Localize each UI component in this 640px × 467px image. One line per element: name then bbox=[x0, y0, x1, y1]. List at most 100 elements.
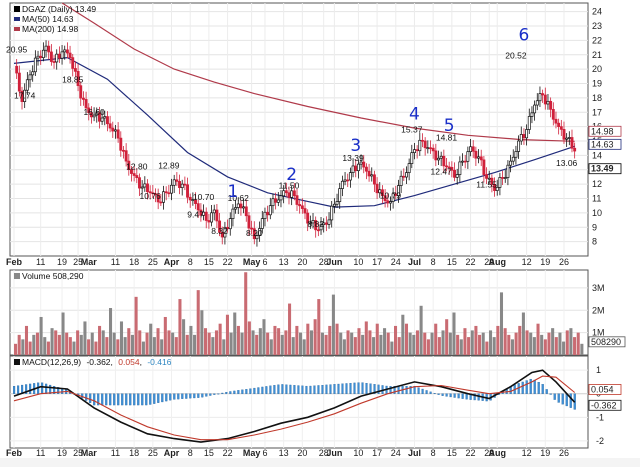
candle-body bbox=[57, 53, 61, 59]
volume-bar bbox=[167, 330, 171, 355]
macd-hist-bar bbox=[565, 393, 568, 407]
macd-hist-bar bbox=[269, 385, 272, 394]
volume-bar bbox=[302, 339, 306, 355]
volume-bar bbox=[430, 332, 434, 355]
macd-hist-bar bbox=[297, 385, 300, 394]
candle-body bbox=[415, 149, 419, 152]
candle-body bbox=[541, 93, 545, 96]
volume-bar bbox=[423, 332, 427, 355]
macd-y-tick: 1 bbox=[596, 365, 601, 375]
candle-body bbox=[290, 190, 294, 198]
volume-bar bbox=[309, 330, 314, 355]
macd-x-tick-label: 29 bbox=[484, 448, 494, 458]
candle-body bbox=[228, 218, 232, 230]
candle-body bbox=[380, 189, 384, 196]
volume-bar bbox=[320, 332, 324, 355]
macd-hist-bar bbox=[349, 383, 352, 394]
price-annotation: 14.81 bbox=[436, 133, 458, 143]
macd-x-tick-label: Jun bbox=[326, 448, 342, 458]
volume-bar bbox=[116, 339, 120, 355]
candle-body bbox=[194, 199, 197, 204]
macd-hist-bar bbox=[441, 393, 444, 396]
macd-hist-bar bbox=[541, 384, 544, 394]
macd-hist-bar bbox=[317, 385, 320, 394]
macd-hist-bar bbox=[545, 389, 548, 394]
macd-hist-bar bbox=[341, 383, 344, 394]
volume-bar bbox=[258, 328, 262, 355]
candle-body bbox=[39, 55, 43, 59]
macd-hist-bar bbox=[153, 393, 156, 404]
volume-bar bbox=[130, 334, 134, 355]
candle-body bbox=[327, 219, 331, 225]
price-annotation: 20.52 bbox=[505, 51, 527, 61]
macd-legend: MACD(12,26,9) -0.362, 0.054, -0.416 bbox=[14, 357, 172, 367]
price-badge-text: 14.63 bbox=[591, 139, 614, 149]
macd-legend-name: MACD(12,26,9) bbox=[22, 357, 81, 367]
candle-body bbox=[255, 235, 259, 240]
candle-body bbox=[399, 175, 403, 186]
macd-hist-bar bbox=[525, 380, 528, 394]
x-tick-label: 20 bbox=[297, 257, 307, 267]
price-y-tick: 12 bbox=[592, 179, 602, 189]
price-annotation: 10.62 bbox=[228, 193, 250, 203]
candle-body bbox=[143, 183, 147, 188]
volume-bar bbox=[507, 334, 511, 355]
volume-bar bbox=[101, 330, 105, 355]
macd-hist-bar bbox=[461, 393, 464, 399]
candle-body bbox=[503, 177, 507, 179]
volume-bar bbox=[229, 332, 233, 355]
price-y-tick: 21 bbox=[592, 50, 602, 60]
candle-body bbox=[287, 192, 291, 198]
candle-body bbox=[119, 137, 123, 151]
candle-body bbox=[324, 222, 328, 225]
price-annotation: 12.80 bbox=[126, 162, 148, 172]
macd-hist-bar bbox=[225, 391, 228, 394]
candle-body bbox=[538, 93, 542, 102]
volume-bar bbox=[445, 319, 449, 355]
candle-body bbox=[220, 232, 224, 238]
macd-hist-bar bbox=[173, 393, 176, 400]
macd-x-tick-label: 19 bbox=[540, 448, 550, 458]
macd-hist-bar bbox=[393, 386, 396, 394]
macd-hist-bar bbox=[453, 393, 456, 398]
volume-bar bbox=[214, 330, 219, 355]
candle-body bbox=[172, 179, 176, 186]
price-annotation: 11.55 bbox=[476, 180, 497, 190]
candle-body bbox=[60, 51, 64, 59]
price-badge bbox=[588, 163, 622, 175]
volume-badge-text: 508290 bbox=[591, 337, 621, 347]
macd-x-tick-label: Aug bbox=[488, 448, 506, 458]
candle-body bbox=[303, 208, 307, 214]
ma50-line bbox=[13, 56, 575, 208]
candle-body bbox=[453, 169, 456, 178]
volume-y-tick: 3M bbox=[592, 283, 605, 293]
volume-bar bbox=[189, 325, 193, 355]
volume-bar bbox=[364, 321, 368, 355]
macd-x-tick-label: Feb bbox=[6, 448, 23, 458]
candle-body bbox=[55, 53, 59, 63]
volume-bar bbox=[76, 330, 80, 355]
candle-body bbox=[517, 140, 521, 152]
candle-body bbox=[348, 172, 352, 181]
volume-bar bbox=[61, 312, 65, 355]
x-tick-label: 13 bbox=[279, 257, 289, 267]
x-tick-label: 8 bbox=[188, 257, 193, 267]
price-annotation: 8.32 bbox=[211, 226, 228, 236]
volume-bar bbox=[90, 332, 94, 355]
price-y-tick: 9 bbox=[592, 222, 597, 232]
macd-hist-bar bbox=[169, 393, 172, 401]
candle-body bbox=[87, 107, 91, 113]
volume-bar bbox=[404, 323, 409, 355]
price-annotations: 20.95 17.74 18.85 16.60 12.80 12.89 10.76 10.70… bbox=[6, 44, 578, 237]
right-value-badges: 14.98 14.63 13.49 508290 0.054 -0.362 bbox=[588, 125, 626, 411]
candle-body bbox=[559, 126, 563, 130]
volume-bar bbox=[324, 334, 328, 355]
candle-body bbox=[372, 174, 376, 185]
candle-body bbox=[450, 167, 454, 171]
macd-hist-bar bbox=[189, 393, 192, 399]
volume-bar bbox=[525, 330, 529, 355]
volume-bar bbox=[109, 308, 113, 355]
price-annotation: 18.85 bbox=[62, 75, 84, 85]
candle-body bbox=[482, 159, 486, 175]
